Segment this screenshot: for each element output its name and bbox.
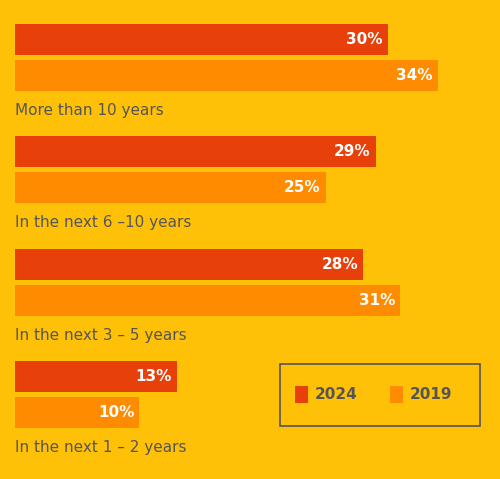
Bar xyxy=(15,249,363,280)
Text: In the next 1 – 2 years: In the next 1 – 2 years xyxy=(15,440,186,456)
Text: 30%: 30% xyxy=(346,32,383,46)
Bar xyxy=(280,364,480,426)
Text: 13%: 13% xyxy=(135,369,172,384)
Bar xyxy=(390,387,402,403)
Bar xyxy=(15,397,140,428)
Bar xyxy=(15,361,176,392)
Bar xyxy=(15,59,438,91)
Text: In the next 6 –10 years: In the next 6 –10 years xyxy=(15,215,192,230)
Text: 28%: 28% xyxy=(322,257,358,272)
Bar xyxy=(15,23,388,55)
Bar xyxy=(15,172,326,203)
Text: 2019: 2019 xyxy=(410,388,453,402)
Text: More than 10 years: More than 10 years xyxy=(15,103,164,118)
Bar xyxy=(15,136,376,167)
Text: 34%: 34% xyxy=(396,68,432,82)
Text: In the next 3 – 5 years: In the next 3 – 5 years xyxy=(15,328,186,343)
Bar xyxy=(295,387,308,403)
Text: 29%: 29% xyxy=(334,144,370,159)
Text: 2024: 2024 xyxy=(315,388,358,402)
Text: 25%: 25% xyxy=(284,180,321,195)
Text: 10%: 10% xyxy=(98,405,134,420)
Bar xyxy=(15,285,400,316)
Text: 31%: 31% xyxy=(359,293,396,308)
